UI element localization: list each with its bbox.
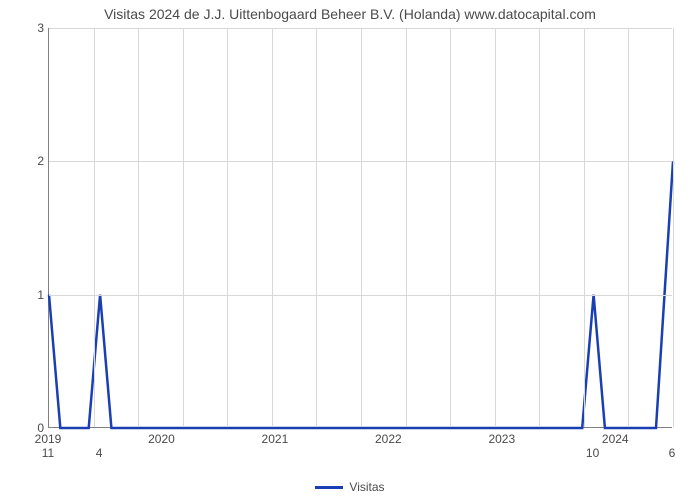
x-tick-label: 2021 <box>262 432 289 446</box>
legend-label: Visitas <box>349 480 384 494</box>
grid-v <box>450 28 451 427</box>
x-tick-label: 2019 <box>35 432 62 446</box>
grid-v <box>272 28 273 427</box>
point-label: 10 <box>586 446 599 460</box>
plot-area <box>48 28 672 428</box>
chart-title: Visitas 2024 de J.J. Uittenbogaard Behee… <box>0 6 700 22</box>
x-tick-label: 2020 <box>148 432 175 446</box>
point-label: 11 <box>42 446 54 460</box>
grid-v <box>316 28 317 427</box>
grid-v <box>227 28 228 427</box>
visits-chart: Visitas 2024 de J.J. Uittenbogaard Behee… <box>0 0 700 500</box>
y-tick-label: 1 <box>4 288 44 302</box>
point-label: 4 <box>96 446 103 460</box>
point-label: 6 <box>669 446 676 460</box>
grid-v <box>406 28 407 427</box>
y-tick-label: 3 <box>4 21 44 35</box>
x-tick-label: 2024 <box>602 432 629 446</box>
y-tick-label: 2 <box>4 154 44 168</box>
x-tick-label: 2023 <box>488 432 515 446</box>
legend-swatch <box>315 486 343 489</box>
grid-v <box>183 28 184 427</box>
grid-v <box>495 28 496 427</box>
grid-v <box>584 28 585 427</box>
grid-v <box>361 28 362 427</box>
grid-v <box>673 28 674 427</box>
legend: Visitas <box>0 480 700 494</box>
grid-v <box>539 28 540 427</box>
grid-v <box>628 28 629 427</box>
grid-h <box>49 161 672 162</box>
grid-h <box>49 295 672 296</box>
grid-h <box>49 28 672 29</box>
grid-v <box>138 28 139 427</box>
grid-v <box>94 28 95 427</box>
x-tick-label: 2022 <box>375 432 402 446</box>
